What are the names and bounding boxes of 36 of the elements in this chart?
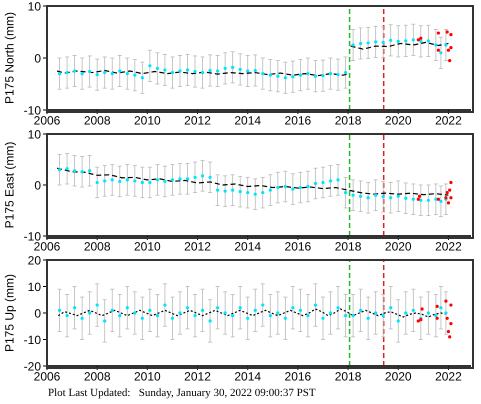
x-tick-label: 2012 [184,370,212,384]
y-tick-label: -10 [24,332,42,347]
x-tick-label: 2016 [284,370,312,384]
x-tick-label: 2018 [334,114,362,128]
y-axis-title: P175 East (mm) [2,142,16,228]
x-tick-label: 2008 [84,114,111,128]
x-tick-label: 2022 [435,240,462,254]
x-tick-label: 2010 [134,370,162,384]
y-axis-title: P175 Up (mm) [2,274,16,352]
x-tick-label: 2014 [234,370,262,384]
y-tick-label: 0 [34,51,42,66]
y-axis-title: P175 North (mm) [2,12,16,104]
text: Plot Last Updated: Sunday, January 30, 2022 09:00:37 PST [47,387,317,399]
x-tick-label: 2014 [234,240,262,254]
y-tick-label: 10 [28,280,42,294]
x-tick-label: 2010 [134,114,162,128]
x-tick-label: 2022 [435,370,462,384]
y-tick-label: 20 [28,253,42,268]
y-tick-label: 10 [28,0,42,14]
x-tick-label: 2012 [184,114,212,128]
x-tick-label: 2016 [284,240,312,254]
x-tick-label: 2020 [384,370,412,384]
x-tick-label: 2008 [84,240,111,254]
x-tick-label: 2012 [184,240,212,254]
x-tick-label: 2010 [134,240,162,254]
x-tick-label: 2014 [234,114,262,128]
x-tick-label: 2020 [384,114,412,128]
y-tick-label: 10 [28,127,42,142]
x-tick-label: 2018 [334,240,362,254]
y-tick-label: 0 [34,306,42,320]
x-tick-label: 2018 [334,370,362,384]
x-tick-label: 2008 [84,370,111,384]
x-tick-label: 2016 [284,114,312,128]
y-tick-label: 0 [34,178,42,192]
x-tick-label: 2020 [384,240,412,254]
x-tick-label: 2022 [435,114,462,128]
